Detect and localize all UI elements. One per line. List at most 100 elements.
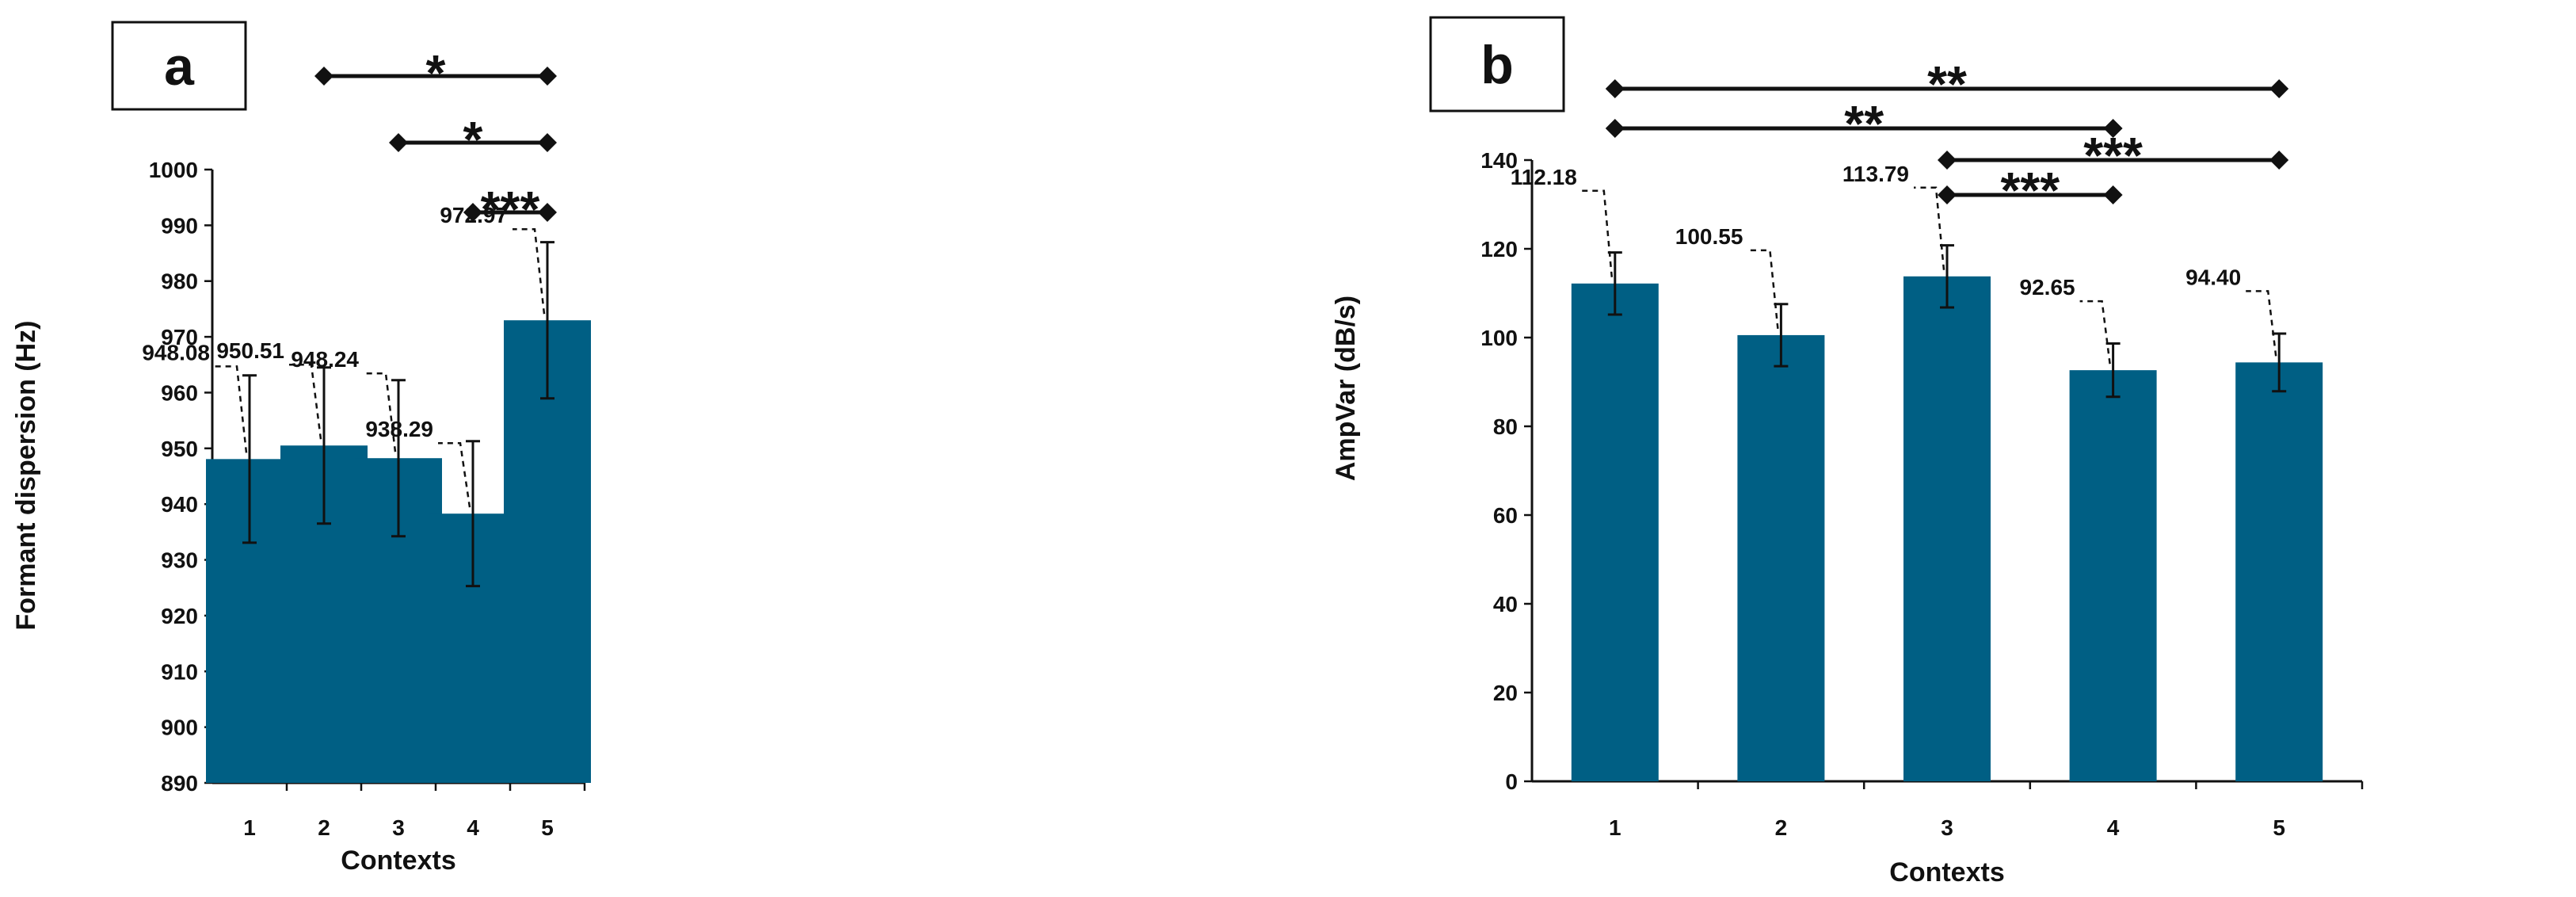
y-axis-title: Formant dispersion (Hz) [11,320,41,630]
y-tick-label: 940 [161,492,198,517]
data-label: 112.18 [1511,165,1577,189]
significance-diamond [538,203,557,222]
significance-stars: *** [2000,162,2060,219]
y-tick-label: 80 [1493,414,1518,439]
significance-diamond [2103,119,2123,138]
data-label-leader [438,441,471,508]
x-tick-label: 2 [318,815,330,840]
x-tick-label: 3 [1941,815,1953,840]
x-tick-label: 3 [392,815,405,840]
significance-bracket: ** [1605,95,2123,152]
bar-5 [2235,362,2323,781]
significance-diamond [2269,79,2289,98]
significance-diamond [314,67,333,86]
y-tick-label: 40 [1493,592,1518,616]
bar-4 [2069,370,2157,781]
panel-label: b [1480,35,1514,95]
x-tick-label: 5 [541,815,554,840]
data-label-leader [289,363,322,440]
data-label: 100.55 [1675,224,1743,249]
data-label-leader [1581,189,1614,277]
bar-2 [1737,334,1825,781]
data-label-leader [215,365,248,453]
x-tick-label: 2 [1775,815,1788,840]
y-tick-label: 0 [1505,769,1518,794]
y-tick-label: 890 [161,771,198,796]
x-tick-label: 4 [2107,815,2120,840]
significance-bracket: * [389,111,557,168]
significance-diamond [2103,185,2123,204]
panel-label-frame [1429,16,1565,113]
significance-bracket: *** [1938,127,2289,184]
significance-diamond [1605,119,1625,138]
y-tick-label: 970 [161,325,198,349]
significance-stars: *** [481,181,540,238]
data-label: 92.65 [2020,275,2075,300]
significance-stars: ** [1927,55,1967,113]
error-bar [242,374,257,544]
significance-bracket: * [314,44,557,101]
significance-bracket: *** [463,181,557,238]
y-tick-label: 910 [161,659,198,684]
panel-label-frame [111,21,247,111]
y-tick-label: 20 [1493,681,1518,705]
data-label: 113.79 [1842,162,1909,186]
panel-label: a [164,36,195,97]
panel-label-box: b [1429,16,1565,113]
significance-diamond [2269,151,2289,170]
y-axis-title: AmpVar (dB/s) [1331,296,1361,481]
data-label: 938.29 [365,417,433,441]
data-label: 950.51 [216,338,284,363]
error-bar [466,440,480,588]
panel-label-box: a [111,21,247,111]
data-label-leader [513,227,546,315]
significance-stars: *** [2083,127,2143,184]
x-tick-label: 4 [467,815,479,840]
significance-stars: * [463,111,483,168]
y-tick-label: 60 [1493,503,1518,528]
y-tick-label: 1000 [149,158,198,182]
x-tick-label: 1 [1609,815,1621,840]
significance-stars: ** [1844,95,1884,152]
error-bar [2272,332,2287,393]
data-label-leader [2079,300,2111,365]
data-label: 94.40 [2185,265,2241,289]
error-bar [391,379,406,538]
data-label-leader [1747,249,1779,330]
y-tick-label: 920 [161,604,198,628]
y-tick-label: 100 [1480,326,1518,350]
y-tick-label: 980 [161,269,198,294]
significance-diamond [1938,151,1957,170]
error-bar [317,366,331,525]
significance-diamond [1605,79,1625,98]
error-bar [540,241,554,400]
data-label: 948.08 [142,340,210,365]
bar-1 [1571,283,1659,781]
y-tick-label: 930 [161,548,198,573]
x-axis-title: Contexts [1889,857,2004,887]
significance-diamond [538,67,557,86]
significance-stars: * [426,44,446,101]
significance-diamond [463,203,482,222]
y-tick-label: 950 [161,437,198,461]
significance-diamond [538,133,557,152]
significance-bracket: ** [1605,55,2289,113]
y-tick-label: 960 [161,380,198,405]
y-tick-label: 900 [161,716,198,740]
data-label-leader [2246,290,2277,357]
y-tick-label: 140 [1480,148,1518,173]
y-tick-label: 990 [161,213,198,238]
significance-bracket: *** [1938,162,2123,219]
data-label-leader [364,372,397,452]
y-tick-label: 120 [1480,237,1518,261]
data-label-leader [1914,186,1945,270]
error-bar [2105,342,2121,399]
data-label: 948.24 [291,347,359,372]
panel-b: b 0 20 40 60 80 100 120 140 1 2 3 4 5 Contexts AmpVar (… [1331,16,2364,887]
x-axis-title: Contexts [341,845,455,876]
significance-diamond [389,133,408,152]
significance-diamond [1938,185,1957,204]
panel-a: a 890 900 910 920 930 940 950 960 970 980 990 1000 1 2… [11,21,591,876]
x-tick-label: 5 [2273,815,2285,840]
